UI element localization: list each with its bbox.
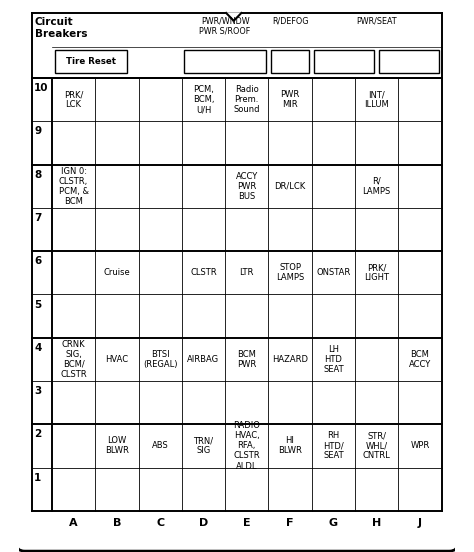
- Text: 2: 2: [34, 429, 41, 439]
- Bar: [379, 50, 439, 73]
- Text: PWR/WNDW
PWR S/ROOF: PWR/WNDW PWR S/ROOF: [200, 16, 251, 35]
- Text: 9: 9: [34, 126, 41, 136]
- Text: C: C: [156, 518, 164, 528]
- Text: BCM
PWR: BCM PWR: [237, 350, 256, 369]
- Text: 8: 8: [34, 169, 41, 180]
- Text: 5: 5: [34, 300, 41, 310]
- Text: Radio
Prem.
Sound: Radio Prem. Sound: [234, 85, 260, 114]
- Text: D: D: [199, 518, 208, 528]
- Text: BTSI
(REGAL): BTSI (REGAL): [143, 350, 177, 369]
- Text: 1: 1: [34, 473, 41, 483]
- Text: F: F: [286, 518, 294, 528]
- Text: WPR: WPR: [410, 442, 429, 450]
- Text: PRK/
LIGHT: PRK/ LIGHT: [364, 263, 389, 282]
- Text: HVAC: HVAC: [105, 355, 128, 364]
- Text: CLSTR: CLSTR: [190, 268, 217, 277]
- Text: PWR/SEAT: PWR/SEAT: [356, 16, 397, 25]
- Bar: [184, 50, 266, 73]
- Text: LH
HTD
SEAT: LH HTD SEAT: [323, 345, 344, 374]
- Text: IGN 0:
CLSTR,
PCM, &
BCM: IGN 0: CLSTR, PCM, & BCM: [59, 167, 89, 206]
- Text: AIRBAG: AIRBAG: [187, 355, 219, 364]
- Text: 6: 6: [34, 256, 41, 266]
- Text: B: B: [113, 518, 121, 528]
- Text: DR/LCK: DR/LCK: [274, 182, 306, 190]
- FancyBboxPatch shape: [16, 0, 458, 551]
- Text: ABS: ABS: [152, 442, 169, 450]
- Text: RADIO
HVAC,
RFA,
CLSTR
ALDL: RADIO HVAC, RFA, CLSTR ALDL: [233, 421, 260, 470]
- Text: R/DEFOG: R/DEFOG: [272, 16, 308, 25]
- Text: 3: 3: [34, 386, 41, 396]
- Text: RH
HTD/
SEAT: RH HTD/ SEAT: [323, 431, 344, 460]
- Text: HAZARD: HAZARD: [272, 355, 308, 364]
- Text: Circuit
Breakers: Circuit Breakers: [35, 17, 87, 39]
- Text: CRNK
SIG,
BCM/
CLSTR: CRNK SIG, BCM/ CLSTR: [60, 340, 87, 379]
- Text: ACCY
PWR
BUS: ACCY PWR BUS: [236, 172, 258, 201]
- Text: TRN/
SIG: TRN/ SIG: [193, 437, 213, 455]
- Text: Cruise: Cruise: [103, 268, 130, 277]
- Text: H: H: [372, 518, 381, 528]
- Text: G: G: [329, 518, 338, 528]
- Text: STR/
WHL/
CNTRL: STR/ WHL/ CNTRL: [363, 431, 391, 460]
- Text: LOW
BLWR: LOW BLWR: [105, 437, 129, 455]
- Text: J: J: [418, 518, 422, 528]
- Bar: [55, 50, 127, 73]
- Text: A: A: [69, 518, 78, 528]
- Text: R/
LAMPS: R/ LAMPS: [363, 177, 391, 196]
- Text: PWR
MIR: PWR MIR: [281, 90, 300, 109]
- Text: E: E: [243, 518, 251, 528]
- Bar: [314, 50, 374, 73]
- Text: HI
BLWR: HI BLWR: [278, 437, 302, 455]
- Text: 10: 10: [34, 83, 49, 93]
- Text: ONSTAR: ONSTAR: [316, 268, 350, 277]
- Polygon shape: [226, 13, 241, 21]
- Bar: [271, 50, 309, 73]
- Text: INT/
ILLUM: INT/ ILLUM: [364, 90, 389, 109]
- Text: PRK/
LCK: PRK/ LCK: [64, 90, 83, 109]
- Text: LTR: LTR: [239, 268, 254, 277]
- Text: PCM,
BCM,
U/H: PCM, BCM, U/H: [193, 85, 214, 114]
- Text: 7: 7: [34, 213, 42, 223]
- Text: STOP
LAMPS: STOP LAMPS: [276, 263, 304, 282]
- Text: Tire Reset: Tire Reset: [66, 57, 116, 66]
- Text: 4: 4: [34, 343, 42, 353]
- Text: BCM
ACCY: BCM ACCY: [409, 350, 431, 369]
